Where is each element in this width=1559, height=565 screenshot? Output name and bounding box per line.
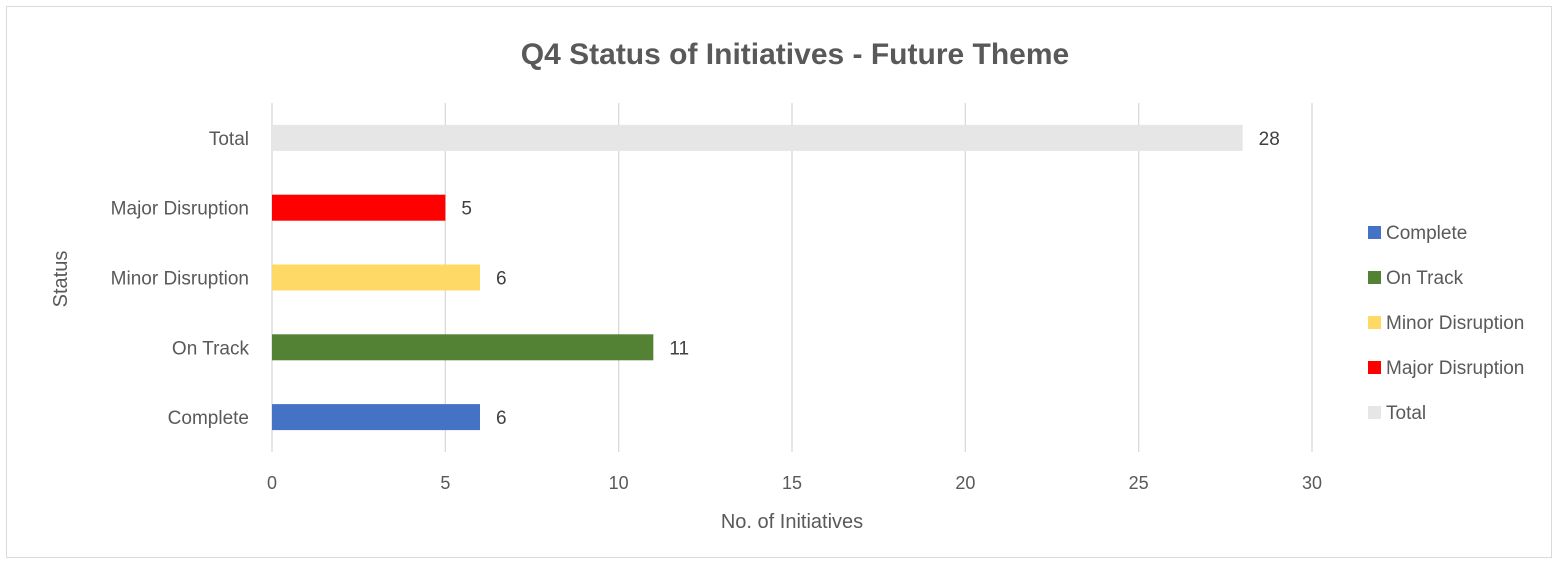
legend: Complete On Track Minor Disruption Major Di…	[1368, 223, 1524, 424]
bar-complete	[272, 404, 480, 431]
legend-label-minor-disruption: Minor Disruption	[1386, 313, 1524, 334]
x-tick-label: 10	[609, 473, 629, 493]
bars	[272, 124, 1243, 431]
category-label-on-track: On Track	[172, 338, 250, 359]
bar-minor-disruption	[272, 264, 480, 291]
category-label-minor-disruption: Minor Disruption	[111, 269, 249, 290]
legend-label-complete: Complete	[1386, 223, 1467, 244]
data-label-total: 28	[1259, 129, 1280, 150]
x-tick-labels: 0 5 10 15 20 25 30	[267, 473, 1322, 493]
chart-title: Q4 Status of Initiatives - Future Theme	[521, 38, 1069, 71]
category-label-major-disruption: Major Disruption	[111, 199, 249, 220]
category-labels: Complete On Track Minor Disruption Major Di…	[111, 129, 250, 429]
legend-item-total: Total	[1368, 403, 1426, 424]
category-label-total: Total	[209, 129, 249, 150]
y-axis-title: Status	[50, 251, 72, 308]
x-tick-label: 20	[955, 473, 975, 493]
bar-on-track	[272, 334, 654, 361]
chart-frame	[6, 6, 1552, 558]
bar-total	[272, 124, 1243, 151]
legend-item-major-disruption: Major Disruption	[1368, 358, 1524, 379]
data-label-on-track: 11	[669, 338, 689, 359]
legend-swatch-minor-disruption	[1368, 316, 1381, 329]
bar-major-disruption	[272, 194, 446, 221]
legend-label-on-track: On Track	[1386, 268, 1464, 289]
x-tick-label: 25	[1129, 473, 1149, 493]
x-axis-title: No. of Initiatives	[721, 511, 863, 533]
legend-item-complete: Complete	[1368, 223, 1467, 244]
data-label-complete: 6	[496, 408, 507, 429]
legend-item-on-track: On Track	[1368, 268, 1464, 289]
data-labels: 6 11 6 5 28	[461, 129, 1279, 429]
legend-swatch-total	[1368, 406, 1381, 419]
legend-label-total: Total	[1386, 403, 1426, 424]
x-tick-label: 0	[267, 473, 277, 493]
grid-lines	[271, 103, 1313, 452]
legend-item-minor-disruption: Minor Disruption	[1368, 313, 1524, 334]
x-tick-label: 30	[1302, 473, 1322, 493]
legend-swatch-complete	[1368, 226, 1381, 239]
legend-swatch-major-disruption	[1368, 361, 1381, 374]
data-label-major-disruption: 5	[461, 199, 472, 220]
x-tick-label: 15	[782, 473, 802, 493]
data-label-minor-disruption: 6	[496, 269, 507, 290]
legend-swatch-on-track	[1368, 271, 1381, 284]
category-label-complete: Complete	[168, 408, 249, 429]
legend-label-major-disruption: Major Disruption	[1386, 358, 1524, 379]
x-tick-label: 5	[440, 473, 450, 493]
